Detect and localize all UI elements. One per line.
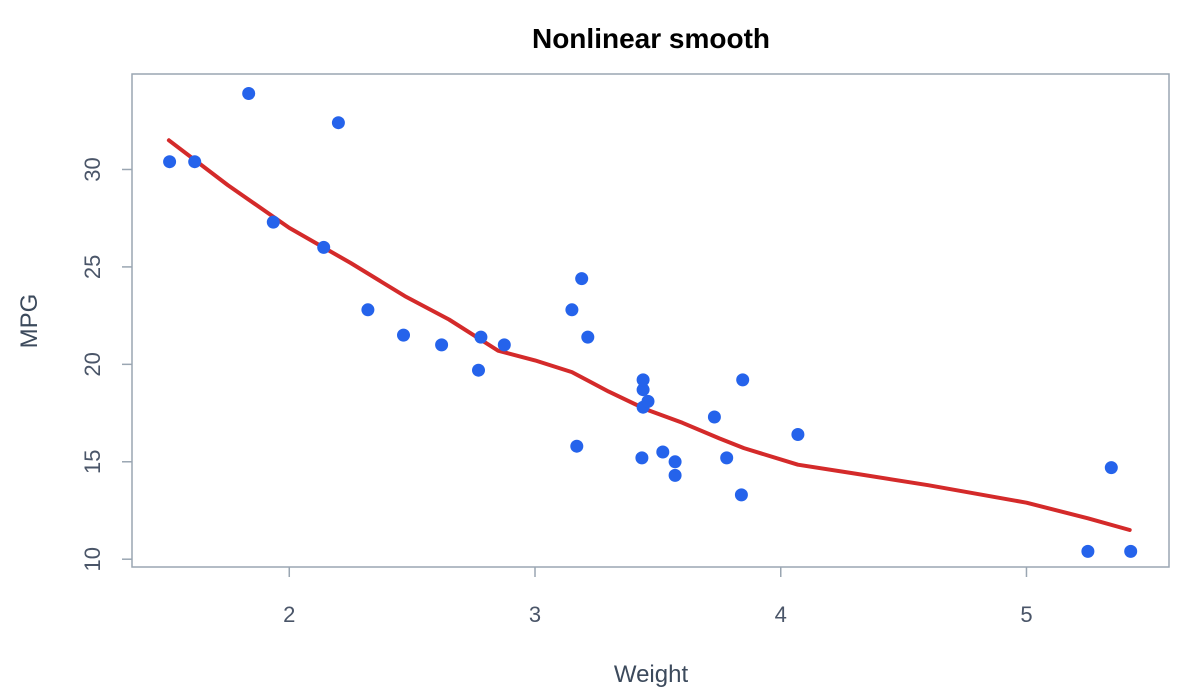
points-layer bbox=[163, 87, 1138, 558]
data-point bbox=[734, 488, 748, 502]
smooth-line bbox=[166, 138, 1132, 532]
data-point bbox=[435, 338, 449, 352]
y-axis-label: MPG bbox=[16, 294, 43, 349]
data-point bbox=[791, 428, 805, 441]
data-point bbox=[474, 330, 488, 344]
data-point bbox=[668, 468, 682, 482]
y-tick-label: 10 bbox=[80, 547, 105, 571]
data-point bbox=[317, 240, 331, 254]
data-point bbox=[570, 439, 584, 453]
y-tick-label: 15 bbox=[80, 450, 105, 474]
data-point bbox=[707, 410, 721, 424]
data-point bbox=[565, 303, 579, 317]
data-point bbox=[1081, 544, 1095, 558]
y-axis: 10 15 20 25 30 bbox=[80, 157, 132, 571]
plot-frame bbox=[131, 73, 1170, 568]
x-tick-label: 2 bbox=[283, 602, 295, 627]
data-point bbox=[497, 338, 511, 352]
data-point bbox=[361, 303, 375, 317]
data-point bbox=[188, 155, 202, 169]
y-tick-label: 20 bbox=[80, 352, 105, 376]
x-tick-label: 3 bbox=[529, 602, 541, 627]
data-point bbox=[641, 394, 655, 408]
x-axis-label: Weight bbox=[614, 661, 689, 688]
data-point bbox=[736, 373, 750, 387]
data-point bbox=[636, 373, 650, 387]
data-point bbox=[397, 328, 410, 342]
x-tick-label: 5 bbox=[1020, 602, 1032, 627]
data-point bbox=[242, 87, 256, 100]
data-point bbox=[472, 363, 485, 377]
data-point bbox=[575, 272, 589, 286]
data-point bbox=[656, 445, 670, 459]
data-point bbox=[720, 451, 734, 465]
data-point bbox=[331, 116, 345, 130]
smooth-layer bbox=[166, 138, 1132, 532]
data-point bbox=[1104, 461, 1118, 475]
data-point bbox=[266, 215, 280, 229]
data-point bbox=[636, 383, 650, 397]
data-point bbox=[581, 330, 595, 344]
data-point bbox=[635, 451, 649, 465]
y-tick-label: 30 bbox=[80, 157, 105, 181]
data-point bbox=[163, 155, 177, 169]
data-point bbox=[668, 455, 682, 469]
chart-title: Nonlinear smooth bbox=[532, 23, 770, 54]
data-point bbox=[1124, 544, 1138, 558]
x-tick-label: 4 bbox=[775, 602, 787, 627]
y-tick-label: 25 bbox=[80, 255, 105, 279]
x-axis: 2 3 4 5 bbox=[283, 567, 1033, 627]
